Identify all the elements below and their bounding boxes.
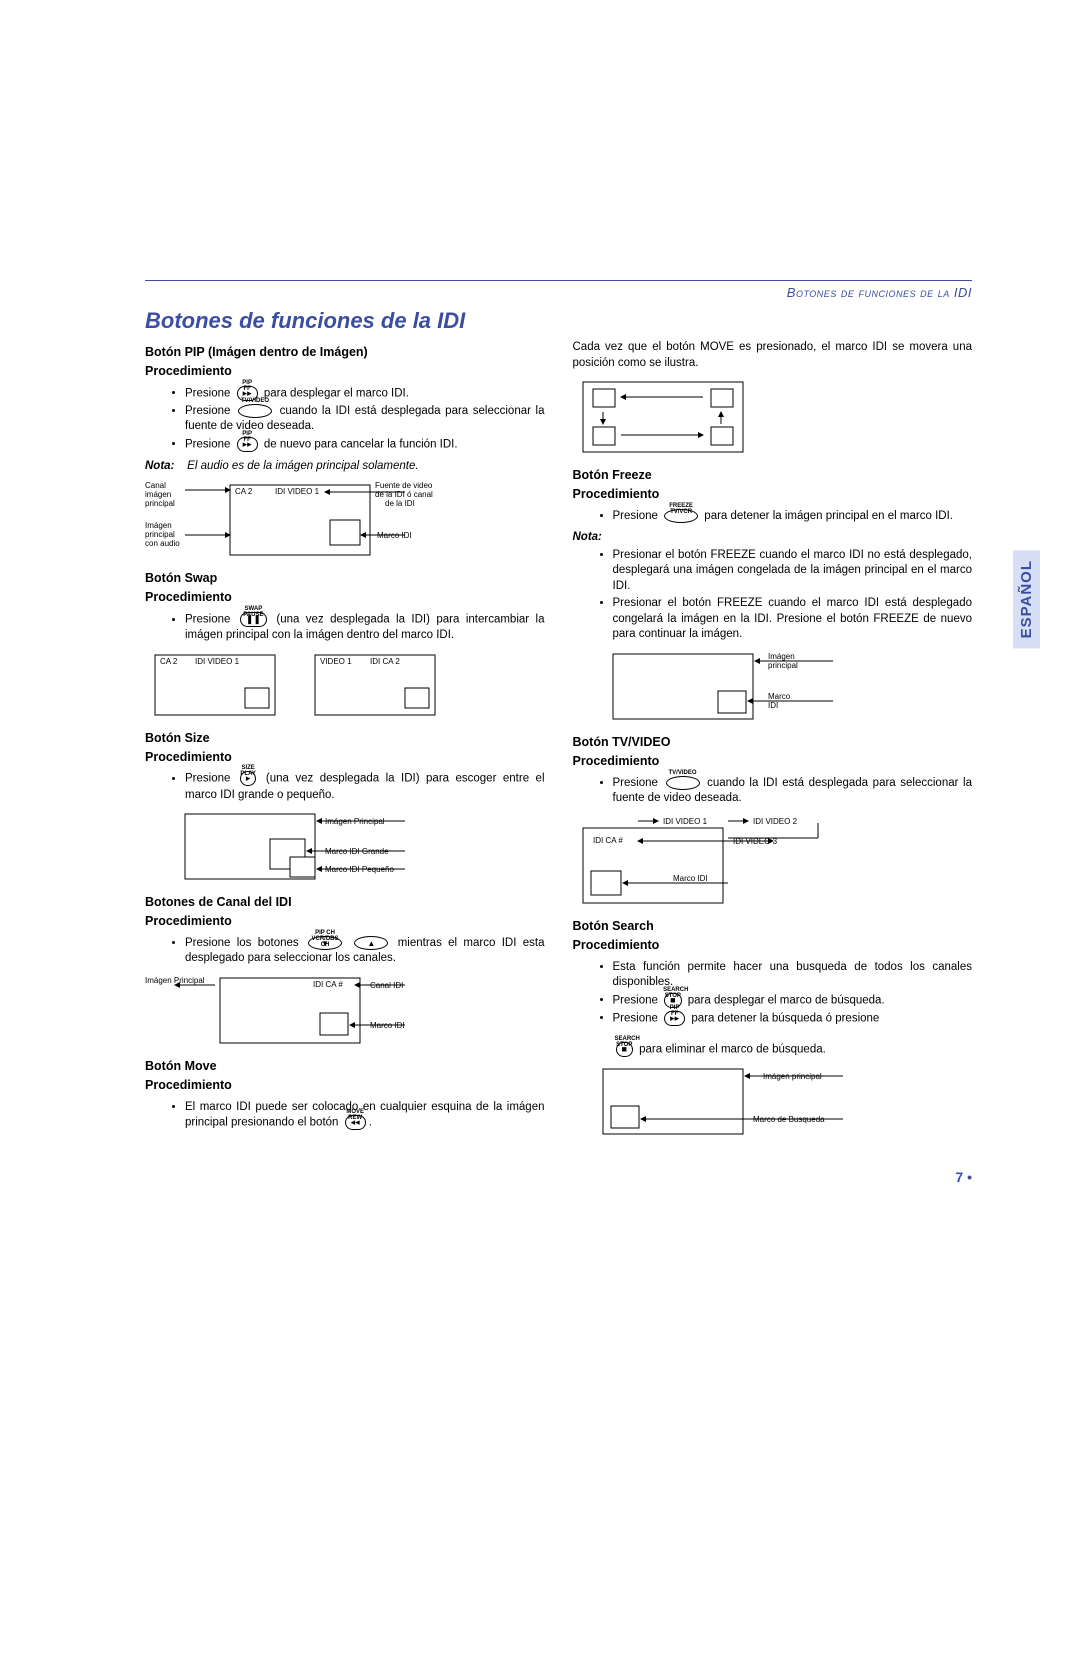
svg-text:IDI VIDEO 1: IDI VIDEO 1 — [195, 657, 240, 666]
svg-text:Marco IDI Pequeño: Marco IDI Pequeño — [325, 865, 394, 874]
move-proc: Procedimiento — [145, 1077, 545, 1094]
chan-step: Presione los botones PIP CHVCR/DBS CH▼ ▲… — [185, 936, 545, 967]
svg-text:Fuente de videode la IDI ó can: Fuente de videode la IDI ó canalde la ID… — [375, 481, 433, 508]
move-icon: MOVEREW◂◂ — [345, 1115, 366, 1130]
running-header: Botones de funciones de la IDI — [145, 285, 972, 300]
size-icon: SIZEPLAY▸ — [240, 771, 257, 786]
tvvideo-diagram: IDI CA # IDI VIDEO 1 IDI VIDEO 2 IDI VID… — [573, 813, 973, 908]
pip-proc: Procedimiento — [145, 363, 545, 380]
svg-text:Marco IDI: Marco IDI — [370, 1021, 405, 1030]
svg-text:Marco de Busqueda: Marco de Busqueda — [753, 1115, 825, 1124]
pip-icon: PIPFF▸▸ — [664, 1011, 685, 1026]
svg-text:CA 2: CA 2 — [160, 657, 178, 666]
page-title: Botones de funciones de la IDI — [145, 308, 972, 334]
right-column: Cada vez que el botón MOVE es presionado… — [573, 340, 973, 1149]
search-diagram: Imágen principal Marco de Busqueda — [573, 1064, 973, 1139]
search-proc: Procedimiento — [573, 937, 973, 954]
freeze-note-label: Nota: — [573, 531, 602, 543]
svg-text:Imágen Principal: Imágen Principal — [325, 817, 385, 826]
move-intro: Cada vez que el botón MOVE es presionado… — [573, 340, 973, 371]
freeze-heading: Botón Freeze — [573, 467, 973, 484]
left-column: Botón PIP (Imágen dentro de Imágen) Proc… — [145, 340, 545, 1149]
svg-text:IDI CA #: IDI CA # — [593, 836, 623, 845]
svg-text:IDI VIDEO 3: IDI VIDEO 3 — [733, 837, 778, 846]
svg-text:IDI CA #: IDI CA # — [313, 980, 343, 989]
svg-text:Marco IDI: Marco IDI — [673, 874, 708, 883]
size-proc: Procedimiento — [145, 749, 545, 766]
swap-step: Presione SWAPPAUSE❚❚ (una vez desplegada… — [185, 612, 545, 644]
chan-diagram: IDI CA # Imágen Principal Canal IDI Marc… — [145, 973, 545, 1048]
tvvideo-heading: Botón TV/VIDEO — [573, 734, 973, 751]
search-icon: SEARCHSTOP■ — [616, 1042, 633, 1057]
page-number: 7 — [145, 1169, 972, 1185]
move-heading: Botón Move — [145, 1058, 545, 1075]
size-step: Presione SIZEPLAY▸ (una vez desplegada l… — [185, 771, 545, 803]
pip-heading: Botón PIP (Imágen dentro de Imágen) — [145, 344, 545, 361]
search-step: Presione PIPFF▸▸ para detener la búsqued… — [613, 1011, 973, 1059]
freeze-note: Presionar el botón FREEZE cuando el marc… — [613, 548, 973, 595]
swap-diagram: CA 2 IDI VIDEO 1 VIDEO 1 IDI CA 2 — [145, 650, 545, 720]
tvvideo-icon: TV/VIDEO — [238, 404, 272, 418]
tvvideo-proc: Procedimiento — [573, 753, 973, 770]
svg-text:IDI VIDEO 1: IDI VIDEO 1 — [663, 817, 708, 826]
svg-text:Imágen principal: Imágen principal — [763, 1072, 822, 1081]
svg-text:Marco IDI Grande: Marco IDI Grande — [325, 847, 389, 856]
svg-text:Marco IDI: Marco IDI — [377, 531, 412, 540]
svg-text:CA 2: CA 2 — [235, 487, 253, 496]
svg-text:IDI CA 2: IDI CA 2 — [370, 657, 400, 666]
swap-icon: SWAPPAUSE❚❚ — [240, 612, 267, 627]
search-heading: Botón Search — [573, 918, 973, 935]
language-tab: ESPAÑOL — [1013, 550, 1040, 648]
svg-text:Imágenprincipalcon audio: Imágenprincipalcon audio — [145, 521, 180, 548]
svg-text:VIDEO 1: VIDEO 1 — [320, 657, 352, 666]
pip-note: Nota: El audio es de la imágen principal… — [145, 459, 545, 475]
pip-icon: PIPFF▸▸ — [237, 437, 258, 452]
pip-step: Presione PIPFF▸▸ de nuevo para cancelar … — [185, 437, 545, 453]
chup-icon: ▲ — [354, 936, 388, 950]
chdown-icon: PIP CHVCR/DBS CH▼ — [308, 936, 342, 950]
freeze-proc: Procedimiento — [573, 486, 973, 503]
size-heading: Botón Size — [145, 730, 545, 747]
svg-text:Imágenprincipal: Imágenprincipal — [768, 652, 798, 670]
pip-diagram: CA 2 IDI VIDEO 1 Canalimágenprincipal Im… — [145, 480, 545, 560]
svg-text:IDI VIDEO 1: IDI VIDEO 1 — [275, 487, 320, 496]
swap-proc: Procedimiento — [145, 589, 545, 606]
svg-text:Imágen Principal: Imágen Principal — [145, 976, 205, 985]
freeze-step: Presione FREEZETV/VCR para detener la im… — [613, 509, 973, 525]
swap-heading: Botón Swap — [145, 570, 545, 587]
svg-text:IDI VIDEO 2: IDI VIDEO 2 — [753, 817, 798, 826]
move-step: El marco IDI puede ser colocado en cualq… — [185, 1100, 545, 1132]
size-diagram: Imágen Principal Marco IDI Grande Marco … — [145, 809, 545, 884]
chan-proc: Procedimiento — [145, 913, 545, 930]
freeze-note: Presionar el botón FREEZE cuando el marc… — [613, 596, 973, 643]
svg-text:Canalimágenprincipal: Canalimágenprincipal — [145, 481, 175, 508]
tvvideo-step: Presione TV/VIDEO cuando la IDI está des… — [613, 776, 973, 807]
tvvideo-icon: TV/VIDEO — [666, 776, 700, 790]
chan-heading: Botones de Canal del IDI — [145, 894, 545, 911]
move-diagram — [573, 377, 973, 457]
svg-text:Canal IDI: Canal IDI — [370, 981, 403, 990]
freeze-diagram: Imágenprincipal MarcoIDI — [573, 649, 973, 724]
freeze-icon: FREEZETV/VCR — [664, 509, 698, 523]
